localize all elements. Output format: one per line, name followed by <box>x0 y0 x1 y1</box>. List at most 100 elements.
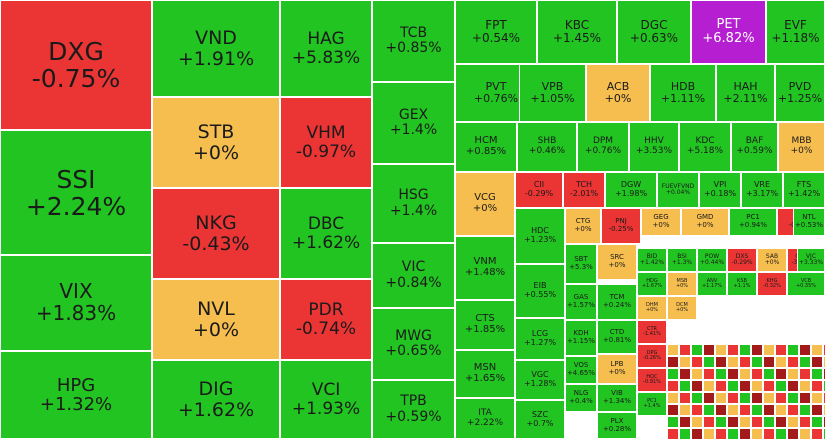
treemap-tile-anv[interactable]: ANV +1.17% <box>697 272 727 296</box>
treemap-tile-kdh[interactable]: KDH +1.15% <box>565 320 597 356</box>
treemap-tile-pet[interactable]: PET +6.82% <box>691 0 766 64</box>
tile-ticker: GEX <box>398 106 429 123</box>
treemap-tile-gmd[interactable]: GMD +0% <box>681 208 729 236</box>
treemap-tile-bsi[interactable]: BSI +1.3% <box>667 248 697 272</box>
treemap-tile-tpb[interactable]: TPB +0.59% <box>372 380 455 439</box>
tile-ticker: ACB <box>606 80 630 94</box>
treemap-tile-vhm[interactable]: VHM -0.97% <box>280 97 372 188</box>
treemap-tile-ntl[interactable]: NTL +0.53% <box>793 208 825 236</box>
tile-ticker: FPT <box>485 18 507 33</box>
treemap-tile-vix[interactable]: VIX +1.83% <box>0 255 152 351</box>
treemap-tile-vnm[interactable]: VNM +1.48% <box>455 236 515 300</box>
treemap-tile-plx[interactable]: PLX +0.28% <box>597 412 637 439</box>
treemap-tile-vjc[interactable]: VJC +3.33% <box>797 248 825 272</box>
treemap-tile-ssi[interactable]: SSI +2.24% <box>0 130 152 255</box>
treemap-tile-nkg[interactable]: NKG -0.43% <box>152 188 280 279</box>
treemap-tile-dhm[interactable]: DHM +0% <box>637 296 667 320</box>
treemap-tile-nvl[interactable]: NVL +0% <box>152 279 280 360</box>
treemap-tile-khg[interactable]: KHG -0.32% <box>757 272 787 296</box>
treemap-tile-dig[interactable]: DIG +1.62% <box>152 360 280 439</box>
treemap-tile-cii[interactable]: CII -0.29% <box>515 172 563 208</box>
treemap-tile-pc1[interactable]: PC1 +1.4% <box>637 392 667 416</box>
tile-ticker: DXS <box>735 252 749 260</box>
treemap-tile-pnj[interactable]: PNJ -0.25% <box>601 208 641 244</box>
treemap-tile-szc[interactable]: SZC +0.7% <box>515 400 565 439</box>
treemap-tile-vpi[interactable]: VPI +0.18% <box>699 172 741 208</box>
treemap-tile-hcm[interactable]: HCM +0.85% <box>455 122 517 172</box>
treemap-tile-src[interactable]: SRC +0% <box>597 244 637 280</box>
treemap-tile-geg[interactable]: GEG +0% <box>641 208 681 236</box>
tile-ticker: SRC <box>610 253 624 262</box>
treemap-tile-lpb[interactable]: LPB +0% <box>597 354 637 384</box>
treemap-tile-hdg[interactable]: HDG +1.67% <box>637 272 667 296</box>
treemap-tile-vic[interactable]: VIC +0.84% <box>372 243 455 308</box>
treemap-tile-dcm[interactable]: DCM +0% <box>667 296 697 320</box>
treemap-tile-msn[interactable]: MSN +1.65% <box>455 350 515 398</box>
treemap-tile-vib[interactable]: VIB +1.34% <box>597 384 637 412</box>
treemap-tile-dbc[interactable]: DBC +1.62% <box>280 188 372 279</box>
treemap-tile-pvd[interactable]: PVD +1.25% <box>775 64 825 122</box>
treemap-tile-hag[interactable]: HAG +5.83% <box>280 0 372 97</box>
treemap-tile-hqc[interactable]: HQC -0.91% <box>637 368 667 392</box>
treemap-tile-evf[interactable]: EVF +1.18% <box>766 0 825 64</box>
treemap-tile-dgc[interactable]: DGC +0.63% <box>617 0 691 64</box>
treemap-tile-hdc[interactable]: HDC +1.23% <box>515 208 565 264</box>
treemap-tile-vpb[interactable]: VPB +1.05% <box>519 64 586 122</box>
treemap-tile-dpg[interactable]: DPG -0.26% <box>637 344 667 368</box>
treemap-tile-dgw[interactable]: DGW +1.98% <box>605 172 657 208</box>
small-cell <box>727 404 739 416</box>
treemap-tile-dxg[interactable]: DXG -0.75% <box>0 0 152 130</box>
treemap-tile-vnd[interactable]: VND +1.91% <box>152 0 280 97</box>
treemap-tile-ctg[interactable]: CTG +0% <box>565 208 601 244</box>
treemap-tile-gex[interactable]: GEX +1.4% <box>372 82 455 164</box>
treemap-tile-vcg[interactable]: VCG +0% <box>455 172 515 236</box>
treemap-tile-vre[interactable]: VRE +3.17% <box>741 172 783 208</box>
treemap-tile-tcm[interactable]: TCM +0.24% <box>597 284 637 320</box>
treemap-tile-pow[interactable]: POW +0.44% <box>697 248 727 272</box>
treemap-tile-mbb[interactable]: MBB +0% <box>778 122 825 172</box>
treemap-tile-eib[interactable]: EIB +0.55% <box>515 264 565 318</box>
treemap-tile-msb[interactable]: MSB +0% <box>667 272 697 296</box>
treemap-tile-bid[interactable]: BID +1.42% <box>637 248 667 272</box>
treemap-tile-lcg[interactable]: LCG +1.27% <box>515 318 565 360</box>
treemap-tile-sbt[interactable]: SBT +5.3% <box>565 244 597 284</box>
tile-ticker: VNM <box>473 256 497 268</box>
treemap-tile-fpt[interactable]: FPT +0.54% <box>455 0 537 64</box>
treemap-tile-kdc[interactable]: KDC +5.18% <box>679 122 731 172</box>
treemap-tile-vgc[interactable]: VGC +1.28% <box>515 360 565 400</box>
small-cell <box>679 404 691 416</box>
treemap-tile-fuevfvnd[interactable]: FUEVFVND +0.04% <box>657 172 699 208</box>
tile-change: +1.67% <box>641 283 663 289</box>
treemap-tile-tch[interactable]: TCH -2.01% <box>563 172 605 208</box>
treemap-tile-kbc[interactable]: KBC +1.45% <box>537 0 617 64</box>
treemap-tile-acb[interactable]: ACB +0% <box>586 64 650 122</box>
treemap-tile-ksb[interactable]: KSB +1.1% <box>727 272 757 296</box>
treemap-tile-mwg[interactable]: MWG +0.65% <box>372 308 455 380</box>
treemap-tile-fts[interactable]: FTS +1.42% <box>783 172 825 208</box>
treemap-tile-dpm[interactable]: DPM +0.76% <box>577 122 629 172</box>
treemap-tile-ctr[interactable]: CTR -1.41% <box>637 320 667 344</box>
treemap-tile-gas[interactable]: GAS +1.57% <box>565 284 597 320</box>
tile-change: +0.04% <box>665 189 691 196</box>
treemap-tile-hah[interactable]: HAH +2.11% <box>716 64 775 122</box>
tile-ticker: FTS <box>796 180 812 190</box>
treemap-tile-pc1[interactable]: PC1 +0.94% <box>729 208 777 236</box>
treemap-tile-pdr[interactable]: PDR -0.74% <box>280 279 372 360</box>
treemap-tile-tcb[interactable]: TCB +0.85% <box>372 0 455 82</box>
treemap-tile-hhv[interactable]: HHV +3.53% <box>629 122 679 172</box>
treemap-tile-ctd[interactable]: CTD +0.81% <box>597 320 637 354</box>
treemap-tile-hpg[interactable]: HPG +1.32% <box>0 351 152 439</box>
treemap-tile-vos[interactable]: VOS +4.65% <box>565 356 597 384</box>
treemap-tile-hsg[interactable]: HSG +1.4% <box>372 164 455 243</box>
treemap-tile-vcb[interactable]: VCB +0.35% <box>787 272 825 296</box>
treemap-tile-dxs[interactable]: DXS -0.29% <box>727 248 757 272</box>
treemap-tile-sab[interactable]: SAB +0% <box>757 248 787 272</box>
treemap-tile-ita[interactable]: ITA +2.22% <box>455 398 515 439</box>
treemap-tile-vci[interactable]: VCI +1.93% <box>280 360 372 439</box>
treemap-tile-hdb[interactable]: HDB +1.11% <box>650 64 716 122</box>
treemap-tile-shb[interactable]: SHB +0.46% <box>517 122 577 172</box>
treemap-tile-nlg[interactable]: NLG +0.4% <box>565 384 597 412</box>
treemap-tile-stb[interactable]: STB +0% <box>152 97 280 188</box>
treemap-tile-baf[interactable]: BAF +0.59% <box>731 122 778 172</box>
treemap-tile-cts[interactable]: CTS +1.85% <box>455 300 515 350</box>
